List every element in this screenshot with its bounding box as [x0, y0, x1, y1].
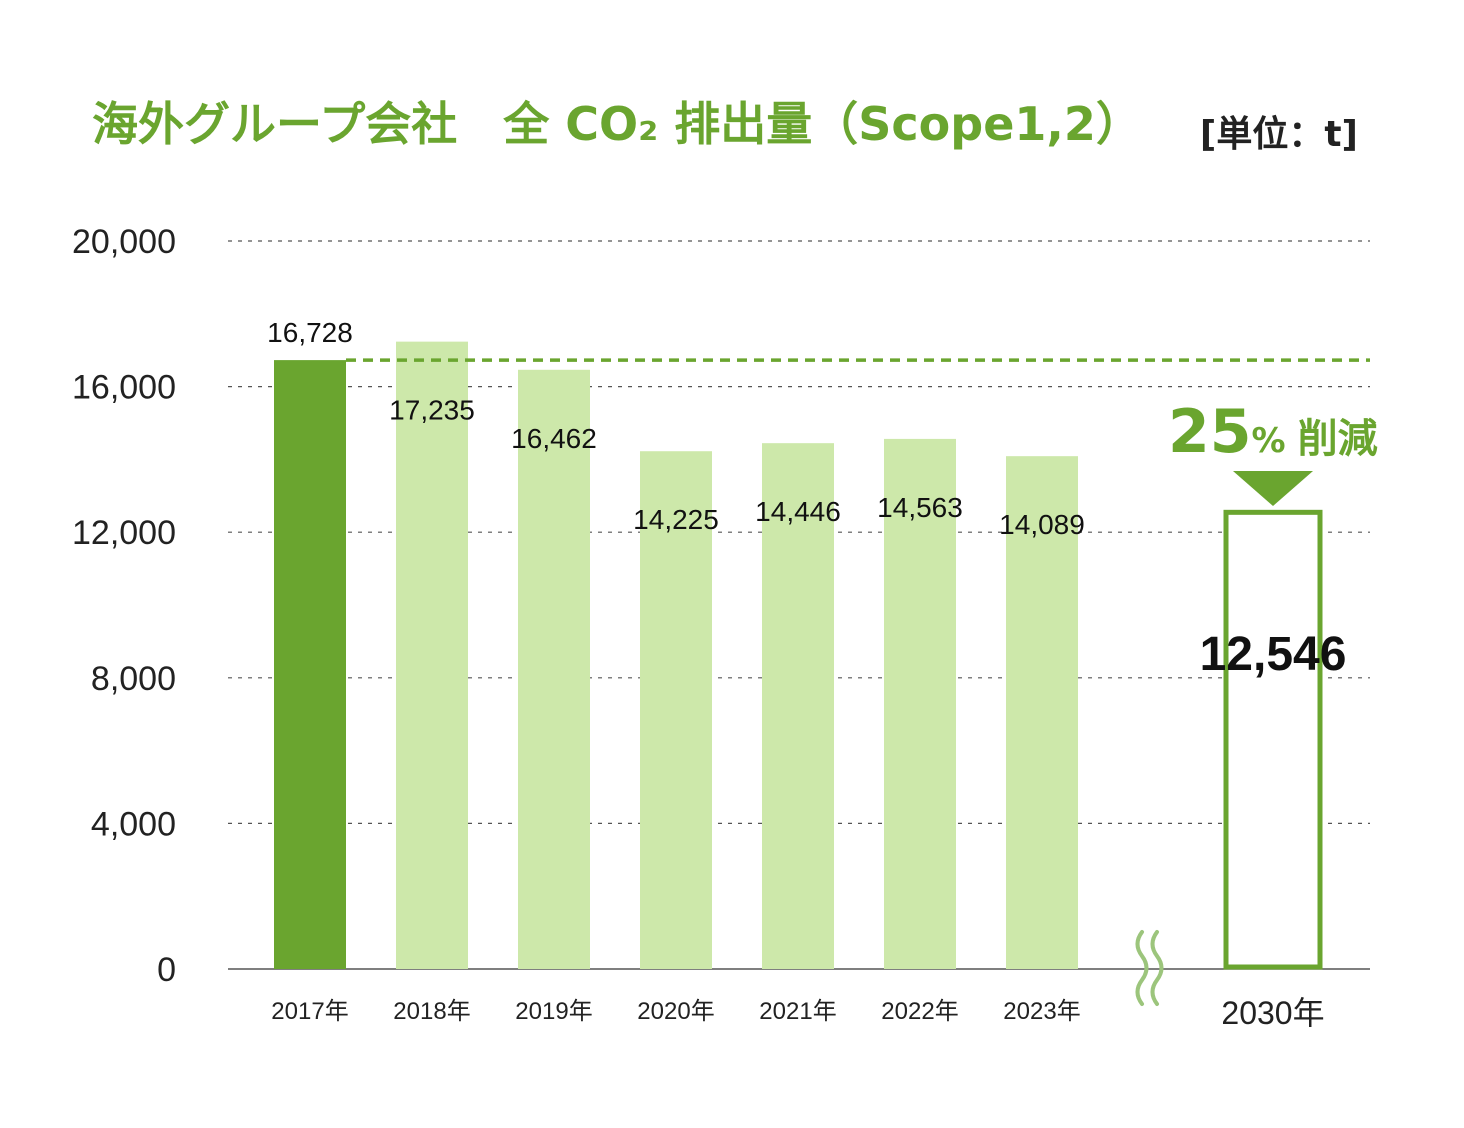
bar-2018年 [396, 341, 468, 969]
data-labels: 16,728 17,235 16,462 14,225 14,446 14,563 14,0… [267, 317, 1346, 681]
data-label: 16,462 [511, 423, 597, 454]
y-tick-label: 0 [157, 951, 176, 989]
x-tick-label: 2021年 [759, 998, 836, 1025]
axis-break-icon [1135, 930, 1164, 1006]
bars [274, 341, 1323, 970]
data-label: 16,728 [267, 317, 353, 348]
y-tick-label: 16,000 [72, 369, 176, 407]
x-tick-label: 2023年 [1003, 998, 1080, 1025]
data-label: 14,225 [633, 504, 719, 535]
y-tick-label: 8,000 [91, 660, 176, 698]
target-data-label: 12,546 [1200, 628, 1347, 681]
x-tick-label: 2019年 [515, 998, 592, 1025]
data-label: 14,563 [877, 492, 963, 523]
unit-label: [単位：t] [1200, 114, 1358, 155]
x-tick-label: 2020年 [637, 998, 714, 1025]
bar-2022年 [884, 438, 956, 969]
x-axis: 2017年 2018年 2019年 2020年 2021年 2022年 2023年 2030年 [271, 995, 1324, 1031]
data-label: 14,446 [755, 496, 841, 527]
annotations: 25% 削減 [346, 358, 1378, 1006]
y-axis: 0 4,000 8,000 12,000 16,000 20,000 [72, 223, 176, 989]
reduction-label: 25% 削減 [1168, 397, 1378, 467]
down-arrow-icon [1233, 471, 1313, 506]
x-tick-label: 2018年 [393, 998, 470, 1025]
data-label: 17,235 [389, 395, 475, 426]
bar-2021年 [762, 443, 834, 969]
y-tick-label: 20,000 [72, 223, 176, 261]
bar-2020年 [640, 451, 712, 970]
data-label: 14,089 [999, 509, 1085, 540]
y-tick-label: 4,000 [91, 805, 176, 843]
x-tick-label: 2017年 [271, 998, 348, 1025]
x-tick-label: 2022年 [881, 998, 958, 1025]
chart-title: 海外グループ会社 全 CO₂ 排出量（Scope1,2） [92, 97, 1142, 151]
y-tick-label: 12,000 [72, 514, 176, 552]
bar-2017年 [274, 360, 346, 969]
bar-target-2030年 [1223, 509, 1323, 970]
bar-2019年 [518, 369, 590, 969]
bar-2023年 [1006, 456, 1078, 969]
x-tick-label: 2030年 [1221, 995, 1324, 1031]
